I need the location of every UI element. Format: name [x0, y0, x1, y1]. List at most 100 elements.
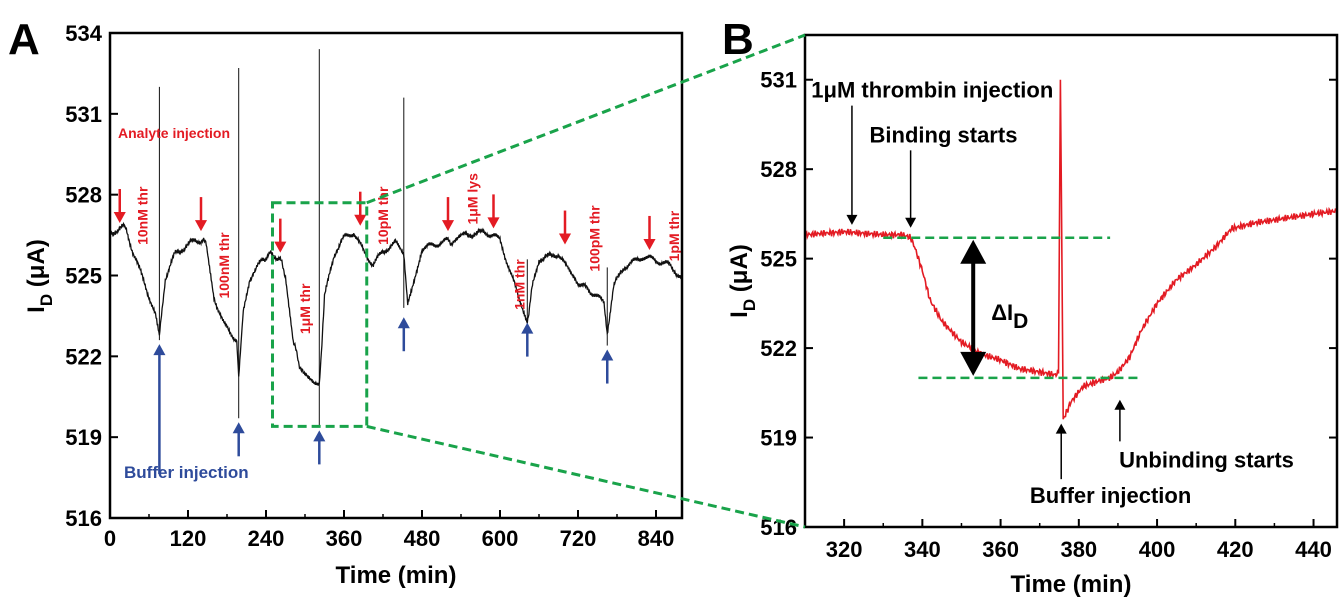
panel-b-frame	[803, 33, 1339, 529]
sample-label-0: 10nM thr	[135, 186, 151, 245]
sample-label-3: 10pM thr	[375, 186, 391, 245]
analyte-injection-label: Analyte injection	[118, 125, 230, 141]
zoom-connector-top	[366, 33, 806, 205]
annotation-label-2: Unbinding starts	[1119, 447, 1294, 472]
annotation-arrow-0-head	[846, 214, 858, 225]
panel-a-trace	[109, 221, 683, 386]
buffer-arrow-1	[232, 422, 245, 457]
panel-b-x-tick-label: 380	[1060, 537, 1097, 562]
zoom-box	[271, 201, 369, 428]
panel-a-plot-area: 10nM thr 100nM thr 1μM thr 10pM thr 1μM lys 1…	[109, 49, 683, 475]
analyte-arrow-1-head	[194, 220, 208, 232]
analyte-arrow-4	[441, 197, 455, 232]
analyte-arrow-1	[194, 197, 208, 232]
analyte-arrow-7-head	[643, 238, 656, 250]
analyte-arrow-2-head	[274, 241, 287, 253]
analyte-arrow-0-head	[113, 212, 126, 223]
annotation-arrow-2-head	[1114, 399, 1126, 410]
annotation-arrow-2	[1114, 399, 1126, 442]
sample-label-5: 1nM thr	[512, 259, 528, 310]
buffer-arrow-3	[397, 317, 410, 352]
panel-b-y-tick-label: 531	[760, 68, 797, 93]
panel-b-x-tick-label: 320	[826, 537, 863, 562]
panel-b-x-tick-label: 440	[1295, 537, 1332, 562]
analyte-arrow-6	[558, 210, 572, 245]
annotation-arrow-1-head	[905, 217, 917, 228]
panel-a-axes: 0 120 240 360 480 600 720 840 516 519 522 525 528 531…	[65, 21, 674, 551]
panel-b-x-axis-title: Time (min)	[1011, 571, 1132, 598]
buffer-arrow-0-head	[153, 344, 166, 356]
panel-a-x-tick-label: 240	[248, 526, 285, 551]
panel-b-y-tick-label: 519	[760, 426, 797, 451]
buffer-injection-label: Buffer injection	[124, 463, 249, 482]
analyte-arrow-2	[274, 218, 287, 253]
panel-b-y-tick-label: 525	[760, 247, 797, 272]
buffer-arrow-4	[521, 322, 534, 357]
annotation-arrow-1	[905, 150, 917, 228]
panel-a-x-tick-label: 600	[482, 526, 519, 551]
panel-b-x-tick-label: 360	[982, 537, 1019, 562]
analyte-arrow-7	[643, 215, 656, 250]
annotation-label-3: Buffer injection	[1030, 483, 1191, 508]
annotation-arrow-0	[846, 105, 858, 225]
buffer-arrow-2-head	[313, 430, 326, 442]
panel-b-trace	[804, 79, 1338, 420]
annotation-arrow-3	[1055, 423, 1067, 480]
panel-a-x-tick-label: 480	[404, 526, 441, 551]
panel-a: A 10nM thr 100nM thr 1μM thr 10pM thr 1μM ly…	[8, 15, 684, 589]
analyte-arrow-3	[354, 191, 367, 226]
panel-a-x-axis-title: Time (min)	[336, 562, 457, 589]
analyte-arrow-3-head	[354, 214, 367, 226]
annotation-label-0: 1μM thrombin injection	[811, 78, 1053, 103]
buffer-arrow-5-head	[601, 349, 614, 361]
delta-id-arrow-head-up	[960, 239, 987, 264]
panel-a-frame	[108, 31, 684, 520]
panel-a-x-tick-label: 0	[104, 526, 116, 551]
panel-b-y-tick-label: 528	[760, 157, 797, 182]
buffer-arrow-3-head	[397, 317, 410, 329]
panel-b-plot-area: 1μM thrombin injection Binding starts Unbi…	[804, 78, 1338, 508]
panel-a-x-tick-label: 120	[170, 526, 207, 551]
panel-a-y-tick-label: 528	[65, 183, 102, 208]
panel-a-y-tick-label: 519	[65, 425, 102, 450]
panel-a-y-tick-label: 525	[65, 264, 102, 289]
zoom-connector-bottom	[366, 424, 806, 529]
panel-a-x-tick-label: 720	[560, 526, 597, 551]
buffer-arrow-4-head	[521, 322, 534, 334]
analyte-arrow-6-head	[558, 233, 572, 245]
analyte-arrow-5	[487, 194, 500, 229]
panel-a-y-tick-label: 516	[65, 506, 102, 531]
panel-a-y-tick-label: 522	[65, 344, 102, 369]
annotation-label-1: Binding starts	[870, 122, 1018, 147]
analyte-arrow-5-head	[487, 217, 500, 229]
panel-b-y-tick-label: 522	[760, 336, 797, 361]
sample-label-6: 100pM thr	[586, 205, 602, 272]
sample-label-2: 1μM thr	[297, 283, 313, 334]
buffer-arrow-2	[313, 430, 326, 465]
sample-label-1: 100nM thr	[216, 232, 232, 299]
delta-id-label: ΔID	[991, 300, 1028, 333]
zoom-connector-lines	[366, 33, 806, 529]
panel-b-x-tick-label: 400	[1139, 537, 1176, 562]
panel-b-x-tick-label: 420	[1217, 537, 1254, 562]
panel-b-x-tick-label: 340	[904, 537, 941, 562]
buffer-arrow-1-head	[232, 422, 245, 434]
analyte-arrow-0	[113, 189, 126, 223]
delta-id-double-arrow	[960, 239, 987, 376]
buffer-arrow-0	[153, 344, 166, 475]
sample-label-4: 1μM lys	[465, 173, 481, 225]
panel-a-letter: A	[8, 15, 40, 64]
buffer-arrow-5	[601, 349, 614, 384]
panel-a-x-tick-label: 360	[326, 526, 363, 551]
panel-a-y-tick-label: 531	[65, 102, 102, 127]
analyte-arrow-4-head	[441, 220, 455, 232]
panel-a-y-tick-label: 534	[65, 21, 102, 46]
panel-a-y-axis-title: ID (μA)	[23, 239, 56, 313]
sample-label-7: 1pM thr	[666, 210, 682, 261]
annotation-arrow-3-head	[1055, 423, 1067, 434]
delta-id-arrow-head-down	[960, 351, 987, 376]
panel-a-x-tick-label: 840	[638, 526, 675, 551]
